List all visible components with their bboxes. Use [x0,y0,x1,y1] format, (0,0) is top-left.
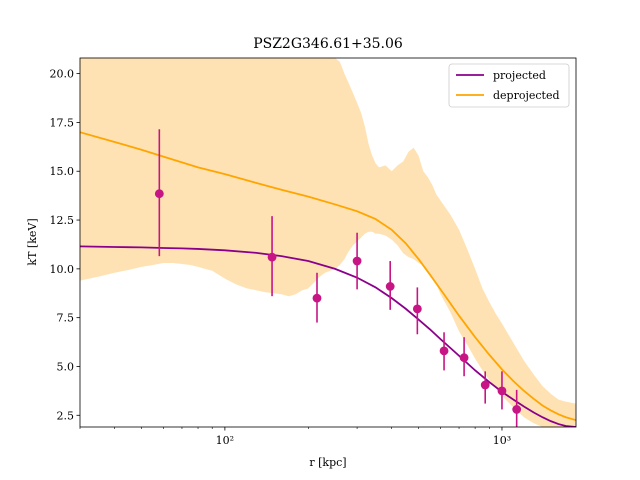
plot-area [80,58,576,427]
data-point [385,282,395,291]
y-tick-label: 12.5 [50,214,75,227]
data-point [412,304,422,314]
legend: projected deprojected [448,63,570,108]
y-tick-label: 17.5 [50,116,75,129]
data-point [512,405,522,414]
x-tick-label: 10³ [493,434,511,447]
data-point [312,293,322,303]
y-axis-label: kT [keV] [26,218,39,265]
y-tick-label: 2.5 [57,409,75,422]
legend-label-deprojected: deprojected [493,89,560,102]
deprojected-line [80,131,576,422]
y-tick-label: 5.0 [57,360,75,373]
plot-frame [79,57,577,428]
x-tick-label: 10² [216,434,234,447]
data-point [352,256,362,266]
y-tick-label: 7.5 [57,312,75,325]
data-point [154,189,164,199]
data-point [267,252,277,262]
data-point [497,386,507,396]
x-axis-label: r [kpc] [309,456,346,469]
data-point [439,346,449,356]
y-tick-label: 15.0 [50,165,75,178]
y-tick-label: 10.0 [50,263,75,276]
legend-label-projected: projected [493,69,546,82]
data-point [480,380,490,390]
y-tick-label: 20.0 [50,68,75,81]
chart-title: PSZ2G346.61+35.06 [253,36,403,52]
projected-line [80,245,576,427]
deprojected-band [80,58,576,427]
data-point [459,353,469,363]
